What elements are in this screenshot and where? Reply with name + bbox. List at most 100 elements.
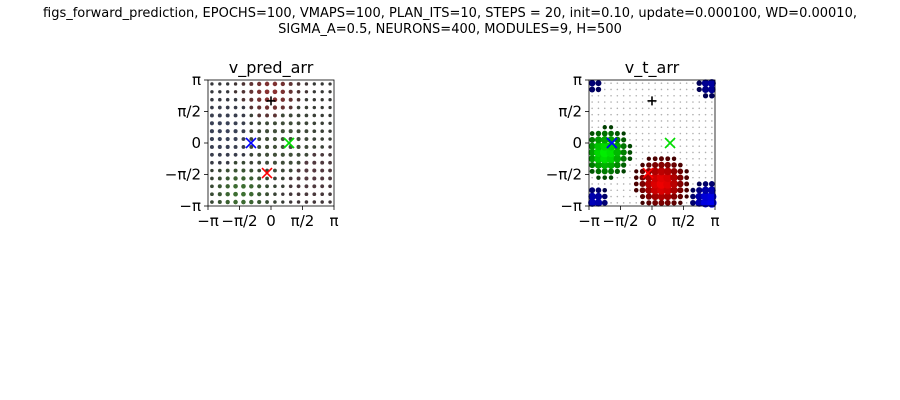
v-t-arr-dot — [589, 187, 596, 194]
v-pred-arr-dot — [273, 176, 277, 181]
v-pred-arr-dot — [304, 160, 309, 165]
v-t-arr-dot — [711, 139, 713, 141]
v-t-arr-dot — [679, 157, 682, 160]
figure-title-line-1: figs_forward_prediction, EPOCHS=100, VMA… — [43, 6, 857, 21]
v-t-arr-dot — [640, 200, 645, 206]
v-t-arr-dot — [597, 107, 600, 110]
v-pred-arr-dot — [320, 176, 325, 181]
v-t-arr-dot — [588, 148, 596, 157]
v-t-arr-dot — [679, 126, 682, 129]
v-pred-arr-dot — [288, 160, 293, 165]
v-t-arr-dot — [610, 195, 612, 198]
v-t-arr-y-tick-label: π/2 — [558, 103, 582, 121]
v-t-arr-dot — [685, 139, 688, 141]
v-t-arr-dot — [698, 132, 701, 135]
v-pred-arr-dot — [281, 200, 285, 204]
v-t-arr-dot — [660, 82, 663, 84]
v-t-arr-dot — [673, 94, 675, 97]
v-t-arr-dot — [698, 170, 701, 173]
v-pred-arr-dot — [280, 121, 285, 126]
v-t-arr-dot — [622, 126, 625, 129]
v-pred-arr-dot — [280, 152, 285, 157]
v-t-arr-dot — [621, 137, 627, 143]
v-pred-arr-dot — [288, 152, 293, 157]
v-t-arr-dot — [601, 130, 608, 137]
v-t-arr-dot — [660, 151, 663, 154]
v-t-arr-dot — [588, 142, 596, 150]
v-pred-arr-dot — [217, 200, 222, 205]
v-t-arr-dot — [596, 175, 601, 180]
v-pred-arr-dot — [296, 105, 301, 110]
v-pred-arr-dot — [257, 176, 262, 181]
v-t-arr-dot — [695, 192, 703, 201]
v-t-arr-dot — [629, 170, 631, 173]
v-pred-arr-dot — [233, 168, 238, 173]
v-pred-arr-dot — [233, 82, 238, 86]
v-pred-arr-dot — [288, 97, 293, 102]
subplot-v-t-arr: −π −π/2 0 π/2 π−π−π/20π/2πv_t_arr — [546, 58, 720, 230]
v-pred-arr-dot — [210, 90, 214, 94]
v-pred-arr-dot — [304, 184, 309, 189]
v-t-arr-dot — [622, 195, 625, 198]
v-pred-arr-dot — [257, 121, 262, 126]
v-t-arr-dot — [601, 193, 608, 200]
v-t-arr-dot — [635, 107, 638, 110]
v-pred-arr-dot — [296, 113, 301, 118]
v-pred-arr-dot — [288, 89, 293, 94]
v-pred-arr-dot — [328, 168, 332, 173]
v-t-arr-dot — [589, 168, 595, 174]
v-pred-arr-dot — [249, 105, 254, 110]
v-t-arr-dot — [641, 145, 644, 147]
v-t-arr-dot — [635, 101, 638, 103]
v-pred-arr-dot — [249, 89, 254, 94]
v-t-arr-dot — [646, 156, 652, 161]
v-pred-arr-dot — [209, 121, 214, 126]
v-pred-arr-dot — [256, 89, 262, 95]
v-pred-arr-dot — [225, 97, 230, 102]
v-t-arr-dot — [589, 86, 596, 93]
v-t-arr-dot — [679, 94, 682, 97]
v-t-arr-dot — [608, 168, 615, 175]
v-t-arr-marker-plus-3 — [647, 96, 657, 106]
v-t-arr-dot — [673, 82, 675, 84]
v-t-arr-dot — [704, 145, 707, 147]
v-t-arr-dot — [591, 101, 593, 103]
v-t-arr-dot — [603, 94, 606, 97]
v-t-arr-dot — [621, 131, 626, 136]
v-t-arr-dot — [673, 120, 675, 122]
v-pred-arr-dot — [249, 137, 254, 141]
v-pred-arr-dot — [328, 98, 332, 102]
v-pred-arr-dot — [280, 168, 285, 173]
v-pred-arr-dot — [249, 184, 254, 189]
v-t-arr-dot — [589, 136, 596, 143]
v-pred-arr-dot — [312, 192, 317, 197]
v-pred-arr-dot — [312, 82, 316, 86]
v-t-arr-dot — [602, 175, 608, 180]
v-t-arr-dot — [610, 120, 612, 122]
v-pred-arr-x-tick-label: π/2 — [291, 212, 315, 230]
v-t-arr-dot — [708, 85, 716, 94]
v-t-arr-dot — [660, 145, 663, 147]
v-t-arr-dot — [690, 199, 696, 206]
v-pred-arr-dot — [320, 129, 324, 133]
v-t-arr-dot — [679, 107, 682, 110]
v-pred-arr-y-tick-label: −π/2 — [165, 166, 201, 184]
v-t-arr-dot — [704, 126, 707, 129]
v-t-arr-dot — [634, 169, 639, 174]
v-pred-arr-dot — [257, 152, 262, 157]
v-pred-arr-dot — [233, 160, 238, 165]
v-t-arr-dot — [588, 192, 596, 201]
v-pred-arr-dot — [296, 82, 301, 86]
v-t-arr-dot — [591, 113, 593, 116]
v-pred-arr-dot — [241, 176, 246, 181]
v-pred-arr-dot — [328, 105, 332, 110]
v-t-arr-dot — [658, 199, 665, 206]
v-t-arr-dot — [671, 162, 677, 168]
v-pred-arr-dot — [265, 129, 270, 134]
v-pred-arr-dot — [210, 152, 214, 157]
v-pred-arr-dot — [264, 81, 270, 87]
v-t-arr-x-tick-label: π — [710, 212, 719, 230]
v-t-arr-dot — [641, 139, 644, 141]
v-t-arr-dot — [629, 126, 631, 129]
v-t-arr-dot — [600, 136, 609, 144]
